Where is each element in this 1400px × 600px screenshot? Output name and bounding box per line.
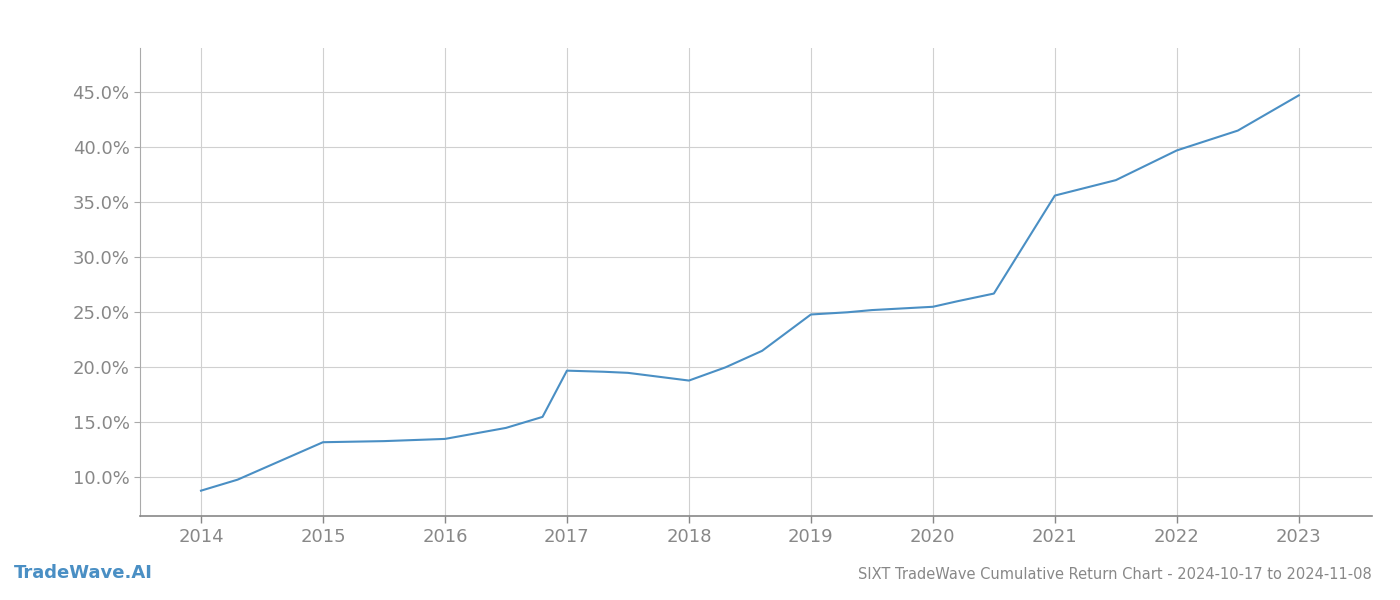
Text: SIXT TradeWave Cumulative Return Chart - 2024-10-17 to 2024-11-08: SIXT TradeWave Cumulative Return Chart -… (858, 567, 1372, 582)
Text: TradeWave.AI: TradeWave.AI (14, 564, 153, 582)
